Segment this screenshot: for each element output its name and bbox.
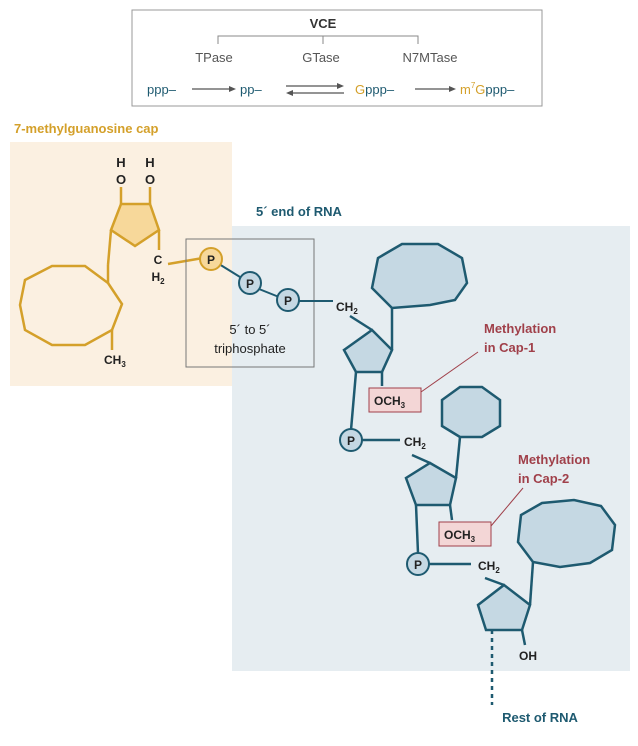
cap-h-label-1: H	[116, 155, 125, 170]
n2-c3-och3-bond	[448, 504, 454, 521]
phosphate-4: P	[339, 428, 363, 452]
n2-ribose-ring	[404, 461, 458, 507]
rna-title: 5´ end of RNA	[256, 204, 343, 219]
enzyme-gtase: GTase	[302, 50, 340, 65]
nucleotide-3	[429, 498, 617, 646]
enzyme-n7mtase: N7MTase	[403, 50, 458, 65]
och3-box-1	[368, 387, 422, 413]
meth2-label-1: Methylation	[518, 452, 590, 467]
phosphate-1: P	[199, 247, 223, 271]
cap-title: 7-methylguanosine cap	[14, 121, 159, 136]
svg-text:P: P	[207, 253, 215, 267]
meth1-label-2: in Cap-1	[484, 340, 535, 355]
flow-m7gppp: m7Gppp–	[460, 81, 515, 97]
meth1-callout-line	[420, 351, 479, 393]
cap-c1-base-bond	[106, 229, 113, 266]
och3-box-2	[438, 521, 492, 547]
n1-ch2-ring-bond	[349, 314, 373, 332]
n3-base-ring	[516, 498, 617, 569]
n2-base-ring	[440, 385, 502, 439]
triphosphate-box	[185, 238, 315, 368]
flow-arrow-3-head	[449, 86, 456, 92]
enzyme-tpase: TPase	[195, 50, 233, 65]
meth2-label-2: in Cap-2	[518, 471, 569, 486]
cap-ch3-label: CH3	[104, 353, 126, 369]
n3-c2-oh-bond	[520, 629, 527, 646]
flow-arrow-2-rev-head	[286, 90, 293, 96]
n2-ch2-label: CH2	[404, 435, 426, 451]
n3-ribose-ring	[476, 583, 532, 632]
n2-c3-p-bond	[414, 504, 420, 554]
cap-c-label: C	[154, 253, 163, 267]
cap-h-label-2: H	[145, 155, 154, 170]
cap-o-label-2: O	[145, 172, 155, 187]
n3-ch2-label: CH2	[478, 559, 500, 575]
svg-text:P: P	[414, 558, 422, 572]
meth2-callout-line	[490, 487, 524, 527]
meth1-label-1: Methylation	[484, 321, 556, 336]
nucleotide-2	[362, 385, 502, 554]
rest-of-rna-label: Rest of RNA	[502, 710, 578, 725]
och3-label-1: OCH3	[374, 394, 406, 410]
p1-p2-bond	[218, 263, 241, 278]
n1-c3-p-bond	[349, 371, 358, 431]
legend-title: VCE	[310, 16, 337, 31]
triphosphate-label-1: 5´ to 5´	[229, 322, 270, 337]
flow-arrow-1-head	[229, 86, 236, 92]
cap-panel	[10, 142, 232, 386]
cap-h2-label: H2	[151, 270, 165, 286]
n3-c1-base-bond	[528, 561, 535, 606]
phosphate-3: P	[276, 288, 300, 312]
flow-pp: pp–	[240, 82, 262, 97]
svg-text:P: P	[284, 294, 292, 308]
flow-ppp: ppp–	[147, 82, 177, 97]
n1-ribose-ring	[342, 328, 394, 374]
nucleotide-1	[342, 242, 469, 431]
svg-text:P: P	[347, 434, 355, 448]
n2-ch2-ring-bond	[411, 453, 431, 465]
cap-base-ring	[18, 264, 124, 347]
vce-legend: VCE TPase GTase N7MTase ppp– pp– Gppp– m…	[131, 9, 543, 107]
triphosphate-label-2: triphosphate	[214, 341, 286, 356]
n3-ch2-ring-bond	[484, 576, 505, 587]
cap-o-label-1: O	[116, 172, 126, 187]
flow-gppp: Gppp–	[355, 82, 395, 97]
svg-text:P: P	[246, 277, 254, 291]
phosphate-5: P	[406, 552, 430, 576]
n3-oh-label: OH	[519, 649, 537, 663]
p2-p3-bond	[258, 288, 280, 298]
cap-ribose-ring	[109, 202, 161, 248]
legend-bracket	[217, 35, 419, 44]
n2-c1-base-bond	[454, 436, 462, 479]
phosphate-2: P	[238, 271, 262, 295]
legend-box	[131, 9, 543, 107]
flow-arrow-2-fwd-head	[337, 83, 344, 89]
n1-ch2-label: CH2	[336, 300, 358, 316]
n1-base-ring	[370, 242, 469, 310]
och3-label-2: OCH3	[444, 528, 476, 544]
